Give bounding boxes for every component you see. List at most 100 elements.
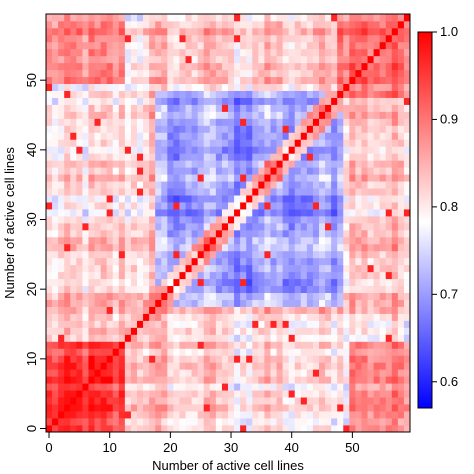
heatmap-cell <box>228 264 235 273</box>
heatmap-cell <box>209 285 217 294</box>
heatmap-cell <box>361 76 368 85</box>
heatmap-cell <box>161 20 168 29</box>
heatmap-cell <box>197 146 205 154</box>
heatmap-cell <box>46 167 53 175</box>
heatmap-cell <box>397 160 405 168</box>
heatmap-cell <box>137 257 144 266</box>
heatmap-cell <box>252 327 259 335</box>
heatmap-cell <box>143 278 150 287</box>
heatmap-cell <box>319 383 326 391</box>
heatmap-cell <box>373 188 381 196</box>
heatmap-cell <box>124 369 132 377</box>
heatmap-cell <box>130 132 138 140</box>
heatmap-cell <box>397 397 405 405</box>
heatmap-cell <box>179 229 186 238</box>
heatmap-cell <box>282 216 290 224</box>
heatmap-cell <box>379 111 387 119</box>
heatmap-cell <box>149 264 156 273</box>
heatmap-cell <box>385 104 393 112</box>
heatmap-cell <box>240 181 247 189</box>
heatmap-cell <box>246 292 253 300</box>
heatmap-cell <box>100 209 108 217</box>
diagonal-cell <box>155 299 162 307</box>
heatmap-cell <box>173 90 180 98</box>
heatmap-cell <box>306 27 314 36</box>
heatmap-cell <box>270 174 277 182</box>
diagonal-cell <box>282 153 290 161</box>
heatmap-cell <box>124 362 132 370</box>
heatmap-cell <box>300 69 308 78</box>
heatmap-cell <box>137 404 144 412</box>
heatmap-cell <box>70 383 77 391</box>
heatmap-cell <box>403 425 411 433</box>
heatmap-cell <box>343 390 350 398</box>
heatmap-cell <box>343 90 350 98</box>
heatmap-cell <box>288 62 296 71</box>
heatmap-cell <box>149 292 156 300</box>
heatmap-cell <box>306 90 314 98</box>
heatmap-cell <box>88 69 95 78</box>
heatmap-cell <box>215 404 223 412</box>
heatmap-cell <box>70 216 77 224</box>
heatmap-cell <box>276 41 283 50</box>
heatmap-cell <box>52 153 59 161</box>
heatmap-cell <box>270 418 277 426</box>
heatmap-cell <box>355 125 362 133</box>
heatmap-cell <box>124 355 132 363</box>
heatmap-cell <box>246 90 253 98</box>
heatmap-cell <box>70 174 77 182</box>
heatmap-cell <box>191 299 199 307</box>
heatmap-cell <box>361 202 368 210</box>
heatmap-cell <box>118 348 126 356</box>
heatmap-cell <box>397 355 405 363</box>
heatmap-cell <box>258 250 265 259</box>
heatmap-cell <box>58 250 65 259</box>
heatmap-cell <box>319 139 326 147</box>
heatmap-cell <box>264 34 271 43</box>
heatmap-cell <box>282 83 290 91</box>
diagonal-cell <box>76 390 83 398</box>
heatmap-cell <box>161 118 168 126</box>
heatmap-cell <box>70 83 77 91</box>
heatmap-cell <box>300 390 308 398</box>
x-tick-label: 20 <box>163 440 177 455</box>
heatmap-cell <box>185 34 192 43</box>
heatmap-cell <box>155 250 162 259</box>
heatmap-cell <box>179 153 186 161</box>
heatmap-cell <box>385 195 393 203</box>
heatmap-cell <box>76 327 83 335</box>
heatmap-cell <box>155 369 162 377</box>
heatmap-cell <box>246 236 253 245</box>
heatmap-cell <box>264 418 271 426</box>
heatmap-cell <box>82 376 89 384</box>
heatmap-cell <box>300 299 308 307</box>
heatmap-cell <box>155 216 162 224</box>
heatmap-cell <box>288 229 296 238</box>
heatmap-cell <box>288 69 296 78</box>
heatmap-cell <box>112 264 120 273</box>
heatmap-cell <box>270 355 277 363</box>
heatmap-cell <box>191 327 199 335</box>
heatmap-cell <box>106 27 114 36</box>
heatmap-cell <box>325 411 332 419</box>
heatmap-cell <box>325 167 332 175</box>
heatmap-cell <box>240 404 247 412</box>
heatmap-cell <box>397 14 405 22</box>
heatmap-cell <box>221 327 229 335</box>
heatmap-cell <box>179 55 186 64</box>
heatmap-cell <box>270 14 277 22</box>
heatmap-cell <box>367 118 374 126</box>
heatmap-cell <box>82 97 89 105</box>
heatmap-cell <box>276 202 283 210</box>
heatmap-cell <box>276 348 283 356</box>
heatmap-cell <box>312 341 320 349</box>
heatmap-cell <box>228 236 235 245</box>
heatmap-cell <box>252 320 259 328</box>
heatmap-cell <box>403 376 411 384</box>
heatmap-cell <box>221 76 229 85</box>
heatmap-cell <box>294 292 302 300</box>
heatmap-cell <box>191 250 199 259</box>
heatmap-cell <box>240 418 247 426</box>
heatmap-cell <box>64 69 71 78</box>
heatmap-cell <box>258 48 265 57</box>
